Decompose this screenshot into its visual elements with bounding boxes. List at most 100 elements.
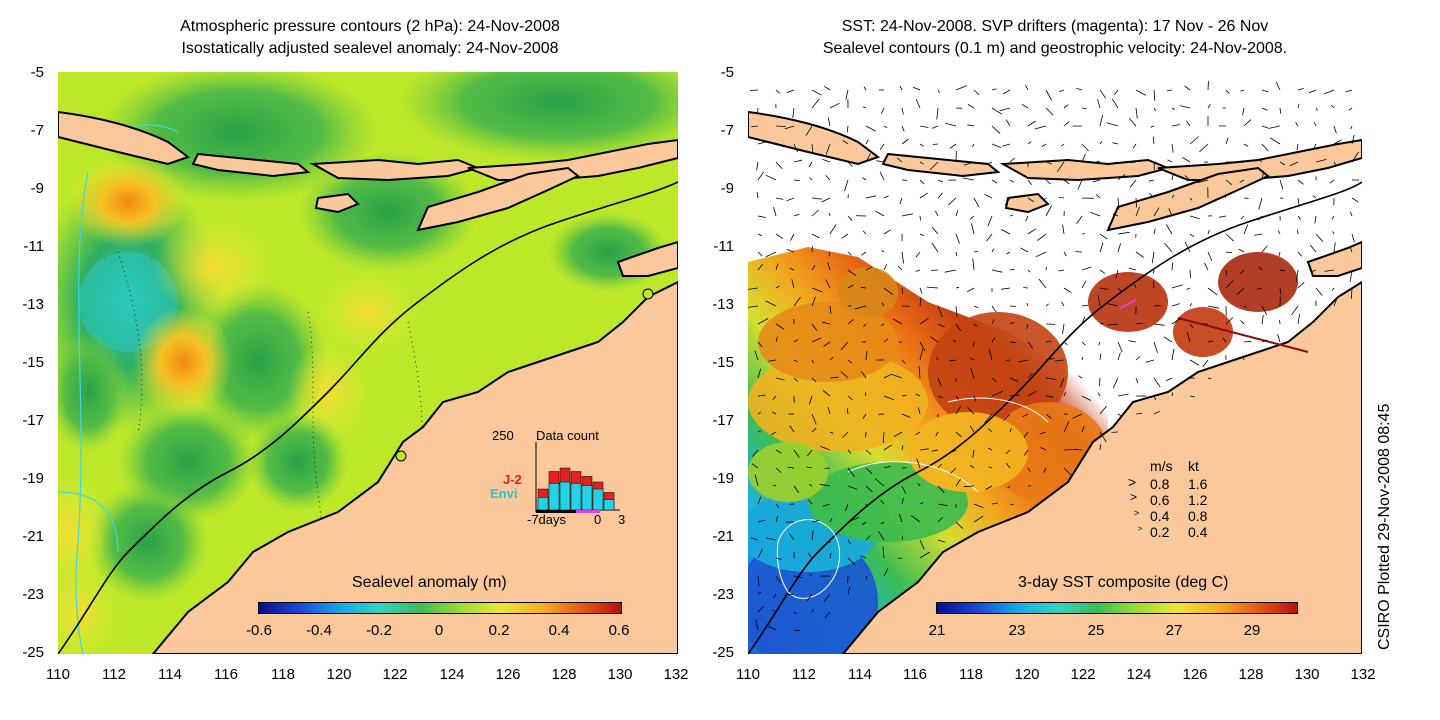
left-xtick-3: 114	[158, 666, 182, 683]
velocity-vector	[1038, 278, 1047, 289]
velocity-vector	[919, 192, 928, 199]
velocity-vector	[808, 499, 813, 505]
left-ytick-2: -7	[30, 122, 44, 139]
velocity-vector	[842, 139, 849, 145]
velocity-vector	[757, 519, 766, 523]
velocity-vector	[840, 341, 849, 351]
velocity-vector	[1009, 268, 1015, 271]
velocity-vector	[1171, 262, 1174, 271]
left-xtick-10: 128	[551, 666, 577, 683]
velocity-vector	[793, 339, 799, 343]
velocity-vector	[862, 177, 867, 181]
velocity-vector	[1063, 179, 1070, 185]
plot-timestamp: CSIRO Plotted 29-Nov-2008 08:45	[1376, 403, 1393, 650]
velocity-vector	[969, 357, 975, 361]
velocity-vector	[1099, 269, 1106, 274]
velocity-vector	[1243, 340, 1252, 343]
right-xtick-6: 120	[1014, 666, 1040, 683]
velocity-vector	[860, 555, 867, 559]
velocity-vector	[932, 143, 939, 145]
velocity-vector	[1207, 377, 1212, 380]
velocity-vector	[1189, 269, 1191, 278]
velocity-vector	[881, 323, 885, 326]
velocity-vector	[1001, 229, 1011, 235]
velocity-vector	[844, 179, 849, 192]
velocity-vector	[1279, 320, 1281, 325]
velocity-vector	[970, 368, 975, 379]
velocity-vector	[1027, 269, 1031, 273]
velocity-vector	[1189, 197, 1193, 201]
velocity-vector	[1099, 141, 1103, 145]
velocity-vector	[1098, 341, 1101, 346]
velocity-vector	[1128, 117, 1137, 127]
velocity-vector	[862, 230, 867, 235]
velocity-vector	[1279, 269, 1285, 272]
velocity-vector	[1081, 143, 1089, 152]
velocity-vector	[1072, 413, 1083, 419]
velocity-vector	[865, 139, 869, 145]
velocity-vector	[945, 122, 957, 127]
velocity-vector	[1081, 266, 1092, 271]
velocity-vector	[1027, 179, 1032, 186]
left-xtick-5: 118	[271, 666, 295, 683]
velocity-vector	[862, 413, 867, 419]
velocity-vector	[882, 546, 885, 559]
velocity-vector	[775, 467, 782, 473]
velocity-vector	[784, 593, 795, 596]
velocity-vector	[1099, 405, 1107, 415]
velocity-vector	[1202, 359, 1209, 368]
velocity-vector	[1024, 449, 1029, 456]
velocity-vector	[1027, 341, 1034, 349]
velocity-vector	[952, 449, 957, 453]
velocity-vector	[1153, 107, 1156, 112]
velocity-vector	[828, 251, 831, 257]
velocity-vector	[820, 446, 831, 451]
velocity-vector	[955, 395, 960, 400]
velocity-vector	[1153, 207, 1160, 217]
velocity-vector	[1062, 323, 1065, 335]
velocity-vector	[1225, 269, 1227, 276]
velocity-vector	[901, 485, 907, 494]
velocity-vector	[811, 296, 816, 307]
velocity-vector	[963, 485, 975, 488]
legend-kt-header: kt	[1188, 458, 1199, 474]
right-xtick-4: 116	[903, 666, 927, 683]
velocity-vector	[1009, 503, 1014, 506]
legend-kt: 1.2	[1188, 492, 1208, 508]
legend-kt: 1.6	[1188, 476, 1208, 492]
velocity-vector	[1078, 375, 1083, 379]
velocity-vector	[828, 212, 831, 217]
velocity-vector	[878, 531, 885, 541]
velocity-vector	[896, 157, 903, 163]
velocity-vector	[919, 502, 924, 505]
velocity-vector	[865, 575, 868, 580]
velocity-vector	[950, 467, 957, 474]
velocity-vector	[773, 206, 777, 217]
velocity-vector	[847, 269, 857, 277]
velocity-vector	[1041, 143, 1047, 148]
inset-bar-envi	[581, 485, 593, 511]
velocity-vector	[967, 287, 975, 293]
velocity-vector	[1090, 211, 1101, 217]
velocity-vector	[827, 117, 831, 127]
velocity-vector	[1023, 431, 1029, 438]
velocity-vector	[1225, 137, 1229, 145]
velocity-vector	[863, 323, 867, 328]
velocity-vector	[1002, 89, 1011, 95]
velocity-vector	[1269, 137, 1281, 145]
velocity-vector	[1148, 179, 1155, 182]
left-xtick-4: 116	[214, 666, 238, 683]
velocity-vector	[1063, 341, 1068, 346]
velocity-vector	[1135, 89, 1147, 96]
velocity-vector	[1261, 305, 1268, 315]
velocity-vector	[1296, 143, 1299, 151]
right-cbar-tick: 23	[1008, 622, 1026, 639]
velocity-vector	[789, 267, 795, 271]
velocity-vector	[919, 341, 926, 352]
velocity-vector	[846, 125, 849, 133]
velocity-vector	[1189, 215, 1200, 220]
velocity-vector	[829, 431, 834, 434]
velocity-vector	[752, 449, 759, 457]
right-ytick-4: -11	[713, 238, 734, 255]
velocity-vector	[1258, 197, 1263, 210]
